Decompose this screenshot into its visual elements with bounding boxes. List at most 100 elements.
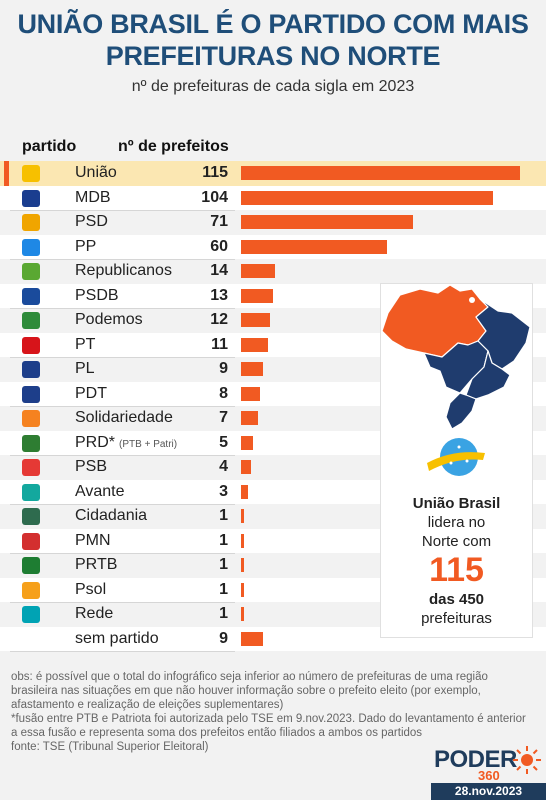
chart-row: PL 9: [0, 357, 546, 382]
row-separator: [10, 504, 235, 505]
data-label: 9: [219, 629, 228, 647]
category-label: União: [75, 164, 117, 181]
bar: [241, 386, 261, 401]
category-label: PRTB: [75, 556, 118, 573]
republicanos-logo-icon: [22, 263, 40, 280]
card-party-name: União Brasil: [412, 495, 501, 512]
row-separator: [10, 602, 235, 603]
row-separator: [10, 308, 235, 309]
chart-row: PSB 4: [0, 455, 546, 480]
chart-row: Republicanos 14: [0, 259, 546, 284]
data-label: 60: [210, 237, 228, 255]
data-label: 11: [211, 335, 228, 353]
data-label: 1: [219, 507, 228, 524]
card-text-line3: Norte com: [421, 533, 492, 550]
category-label: PDT: [75, 384, 107, 402]
psol-logo-icon: [22, 581, 40, 599]
data-label: 3: [219, 482, 228, 500]
card-text-line4: das 450: [428, 591, 485, 608]
chart-row: PP 60: [0, 234, 546, 259]
category-label: PMN: [75, 531, 111, 549]
data-label: 7: [219, 409, 228, 426]
bar: [241, 337, 268, 352]
card-text-line5: prefeituras: [421, 610, 492, 627]
psdb-logo-icon: [22, 287, 40, 305]
psd-logo-icon: [22, 214, 40, 231]
row-separator: [10, 455, 235, 456]
data-label: 115: [202, 164, 228, 181]
data-label: 12: [210, 311, 228, 328]
pt-logo-icon: [22, 336, 40, 354]
uniao-logo-icon: [22, 165, 40, 182]
bar: [241, 435, 254, 450]
data-label: 1: [219, 605, 228, 622]
bar: [241, 558, 244, 572]
data-label: 1: [219, 531, 228, 549]
bar: [241, 460, 251, 474]
bar: [241, 509, 244, 523]
category-label: PRD* (PTB + Patri): [75, 433, 178, 451]
data-label: 4: [219, 458, 228, 475]
map-southeast-region: [465, 350, 511, 400]
chart-row: Solidariedade 7: [0, 406, 546, 431]
map-south-region: [445, 392, 477, 430]
bar: [241, 533, 244, 548]
cidadania-logo-icon: [22, 508, 40, 525]
avante-logo-icon: [22, 483, 40, 501]
category-label: Avante: [75, 482, 125, 500]
row-separator: [10, 259, 235, 260]
page-subtitle: nº de prefeituras de cada sigla em 2023: [131, 78, 415, 95]
category-label: Solidariedade: [75, 409, 173, 426]
data-label: 71: [210, 213, 228, 230]
bar: [241, 362, 263, 376]
chart-row: MDB 104: [0, 185, 546, 210]
podemos-logo-icon: [22, 312, 40, 329]
category-label: PSB: [75, 458, 108, 475]
pl-logo-icon: [22, 361, 40, 378]
category-label: PSDB: [75, 286, 119, 304]
publication-date: 28.nov.2023: [431, 783, 546, 800]
category-note: (PTB + Patri): [119, 438, 178, 450]
category-label: Rede: [75, 605, 114, 622]
map-capital-dot: [469, 297, 475, 303]
bar: [241, 582, 244, 597]
page-title: UNIÃO BRASIL É O PARTIDO COM MAIS PREFEI…: [17, 9, 529, 71]
chart-row: Rede 1: [0, 602, 546, 627]
category-label: PSD: [75, 213, 108, 230]
category-label: Podemos: [75, 311, 143, 328]
category-label: PP: [75, 237, 97, 255]
uniao-brasil-emblem-icon: [427, 438, 485, 476]
data-label: 5: [219, 433, 228, 451]
footnote-fusion: *fusão entre PTB e Patriota foi autoriza…: [11, 713, 526, 739]
row-separator: [10, 357, 235, 358]
category-label: sem partido: [75, 629, 159, 647]
column-header-party: partido: [22, 138, 77, 155]
card-big-number: 115: [429, 551, 484, 589]
row-separator: [10, 406, 235, 407]
category-label: PT: [75, 335, 96, 353]
mdb-logo-icon: [22, 189, 40, 207]
category-label: MDB: [75, 188, 111, 206]
data-label: 1: [219, 556, 228, 573]
pp-logo-icon: [22, 238, 40, 256]
rede-logo-icon: [22, 606, 40, 623]
row-separator: [10, 553, 235, 554]
data-label: 8: [219, 384, 228, 402]
category-label: Psol: [75, 580, 107, 598]
brand-logo: PODER: [434, 746, 517, 773]
bar: [241, 411, 258, 425]
bar: [241, 190, 494, 205]
bar: [241, 215, 414, 229]
brand-sub: 360: [478, 768, 500, 783]
category-label: Republicanos: [75, 262, 172, 279]
chart-row: Podemos 12: [0, 308, 546, 333]
psb-logo-icon: [22, 459, 40, 476]
data-label: 9: [219, 360, 228, 377]
data-label: 14: [210, 262, 228, 279]
chart-row: PRTB 1: [0, 553, 546, 578]
pdt-logo-icon: [22, 385, 40, 403]
brand-sun-icon: [513, 746, 541, 774]
data-label: 104: [201, 188, 228, 206]
chart-row: PSD 71: [0, 210, 546, 235]
category-label: PL: [75, 360, 95, 377]
